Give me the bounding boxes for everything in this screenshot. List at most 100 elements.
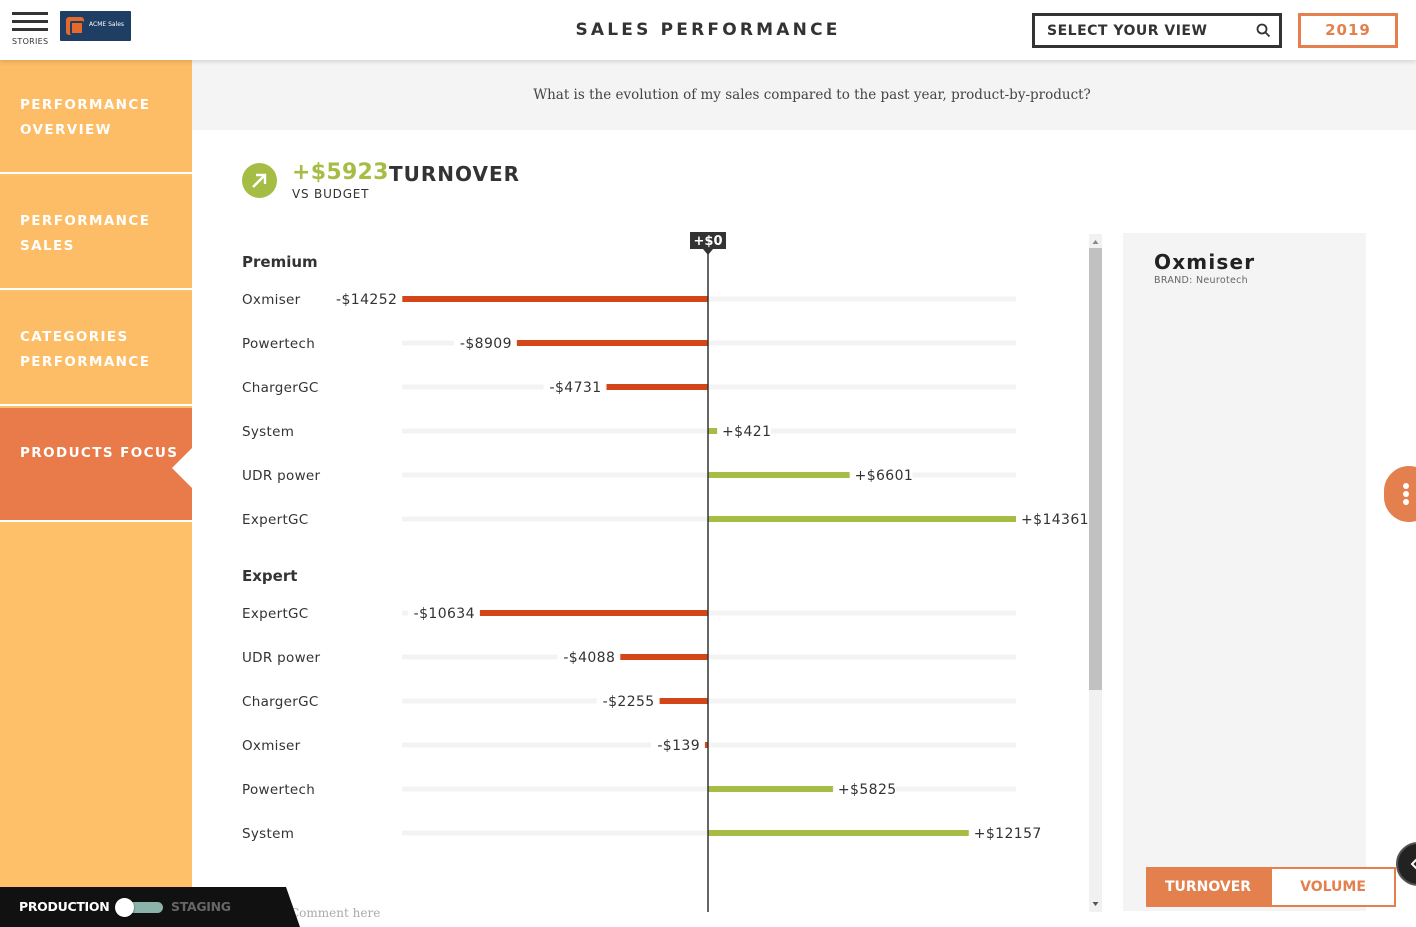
product-label: ExpertGC (242, 512, 309, 528)
value-label: -$139 (657, 738, 700, 754)
logo-text: ACME Sales (89, 21, 125, 28)
question-text: What is the evolution of my sales compar… (533, 87, 1091, 103)
top-bar: STORIES ACME Sales SALES PERFORMANCE SEL… (0, 0, 1416, 60)
kpi-sublabel: VS BUDGET (292, 187, 370, 201)
more-options-button[interactable] (1384, 466, 1416, 522)
value-label: +$6601 (855, 468, 914, 484)
hamburger-menu-button[interactable]: STORIES (12, 12, 50, 48)
toggle-knob (115, 898, 134, 917)
product-label: System (242, 826, 294, 842)
zero-marker-badge (690, 232, 726, 249)
chevron-left-icon (1410, 858, 1416, 870)
value-label-background (543, 378, 606, 396)
zero-axis-label: +$0 (694, 234, 723, 249)
kpi-value: +$5923 (292, 160, 389, 185)
product-label: ChargerGC (242, 694, 319, 710)
value-label: -$10634 (414, 606, 475, 622)
hamburger-icon-line (12, 28, 48, 31)
volume-toggle-button[interactable]: VOLUME (1270, 867, 1396, 907)
variance-bar[interactable] (659, 698, 708, 704)
value-label: +$5825 (838, 782, 897, 798)
value-label: +$14361 (1021, 512, 1088, 528)
product-label: UDR power (242, 650, 321, 666)
value-label-background (850, 466, 913, 484)
value-label-background (596, 692, 659, 710)
product-label: Powertech (242, 336, 315, 352)
production-label: PRODUCTION (19, 899, 110, 914)
bar-track (402, 340, 1016, 346)
value-label-background (407, 604, 479, 622)
nav-item-label: CATEGORIES PERFORMANCE (20, 329, 151, 370)
nav-item-label: PERFORMANCE OVERVIEW (20, 97, 151, 138)
product-label: ChargerGC (242, 380, 319, 396)
product-label: Oxmiser (242, 738, 301, 754)
variance-bar[interactable] (708, 516, 1016, 522)
value-label: -$14252 (336, 292, 397, 308)
nav-item-performance-sales[interactable]: PERFORMANCE SALES (0, 176, 192, 290)
detail-brand: BRAND: Neurotech (1154, 275, 1248, 286)
value-label-background (718, 422, 772, 440)
more-vertical-icon (1403, 483, 1409, 489)
value-label-background (969, 824, 1041, 842)
trend-up-arrow-icon (242, 163, 277, 198)
nav-item-products-focus[interactable]: PRODUCTS FOCUS (0, 408, 192, 522)
value-label-background (833, 780, 896, 798)
bar-track (402, 384, 1016, 390)
variance-bar[interactable] (516, 340, 708, 346)
sidebar: PERFORMANCE OVERVIEW PERFORMANCE SALES C… (0, 60, 192, 927)
environment-bar: PRODUCTION STAGING (0, 887, 300, 927)
hamburger-icon-line (12, 20, 48, 23)
variance-bar[interactable] (479, 610, 708, 616)
value-label: -$8909 (460, 336, 512, 352)
value-label: +$421 (722, 424, 771, 440)
product-label: System (242, 424, 294, 440)
turnover-toggle-button[interactable]: TURNOVER (1146, 867, 1270, 907)
nav-item-performance-overview[interactable]: PERFORMANCE OVERVIEW (0, 60, 192, 174)
variance-bar[interactable] (705, 742, 708, 748)
value-label: -$4088 (563, 650, 615, 666)
scrollbar-thumb[interactable] (1089, 248, 1102, 690)
collapse-panel-button[interactable] (1396, 842, 1416, 886)
value-label: -$2255 (603, 694, 655, 710)
year-selector-button[interactable]: 2019 (1298, 13, 1398, 48)
search-icon (1256, 23, 1271, 38)
scroll-up-arrow-icon[interactable] (1089, 234, 1102, 248)
value-label-background (557, 648, 620, 666)
view-select-dropdown[interactable]: SELECT YOUR VIEW (1032, 13, 1282, 48)
group-label: Premium (242, 253, 318, 271)
variance-bar[interactable] (606, 384, 708, 390)
nav-item-categories-performance[interactable]: CATEGORIES PERFORMANCE (0, 292, 192, 406)
variance-bar[interactable] (708, 428, 718, 434)
value-label: -$4731 (550, 380, 602, 396)
product-label: Oxmiser (242, 292, 301, 308)
view-select-label: SELECT YOUR VIEW (1047, 23, 1208, 39)
variance-bar[interactable] (402, 296, 708, 302)
bar-track (402, 296, 1016, 302)
variance-bar[interactable] (620, 654, 708, 660)
nav-item-label: PERFORMANCE SALES (20, 213, 151, 254)
scroll-down-arrow-icon[interactable] (1089, 896, 1102, 910)
product-label: ExpertGC (242, 606, 309, 622)
environment-toggle[interactable] (115, 898, 163, 917)
group-label: Expert (242, 567, 297, 585)
variance-bar[interactable] (708, 472, 850, 478)
bar-track (402, 654, 1016, 660)
company-logo[interactable]: ACME Sales (60, 11, 131, 41)
more-vertical-icon-dot (1403, 499, 1409, 505)
variance-bar[interactable] (708, 786, 833, 792)
value-label-background (330, 290, 402, 308)
comment-input[interactable]: Comment here (290, 906, 381, 920)
kpi-label: TURNOVER (389, 162, 521, 186)
bar-track (402, 610, 1016, 616)
product-label: Powertech (242, 782, 315, 798)
toggle-track (125, 902, 163, 913)
value-label-background (651, 736, 705, 754)
nav-item-label: PRODUCTS FOCUS (20, 445, 179, 461)
detail-product-name: Oxmiser (1154, 250, 1256, 274)
bar-track (402, 742, 1016, 748)
bar-track (402, 698, 1016, 704)
value-label: +$12157 (974, 826, 1042, 842)
zero-marker-pointer-icon (703, 249, 713, 255)
hamburger-icon (12, 12, 48, 15)
variance-bar[interactable] (708, 830, 969, 836)
